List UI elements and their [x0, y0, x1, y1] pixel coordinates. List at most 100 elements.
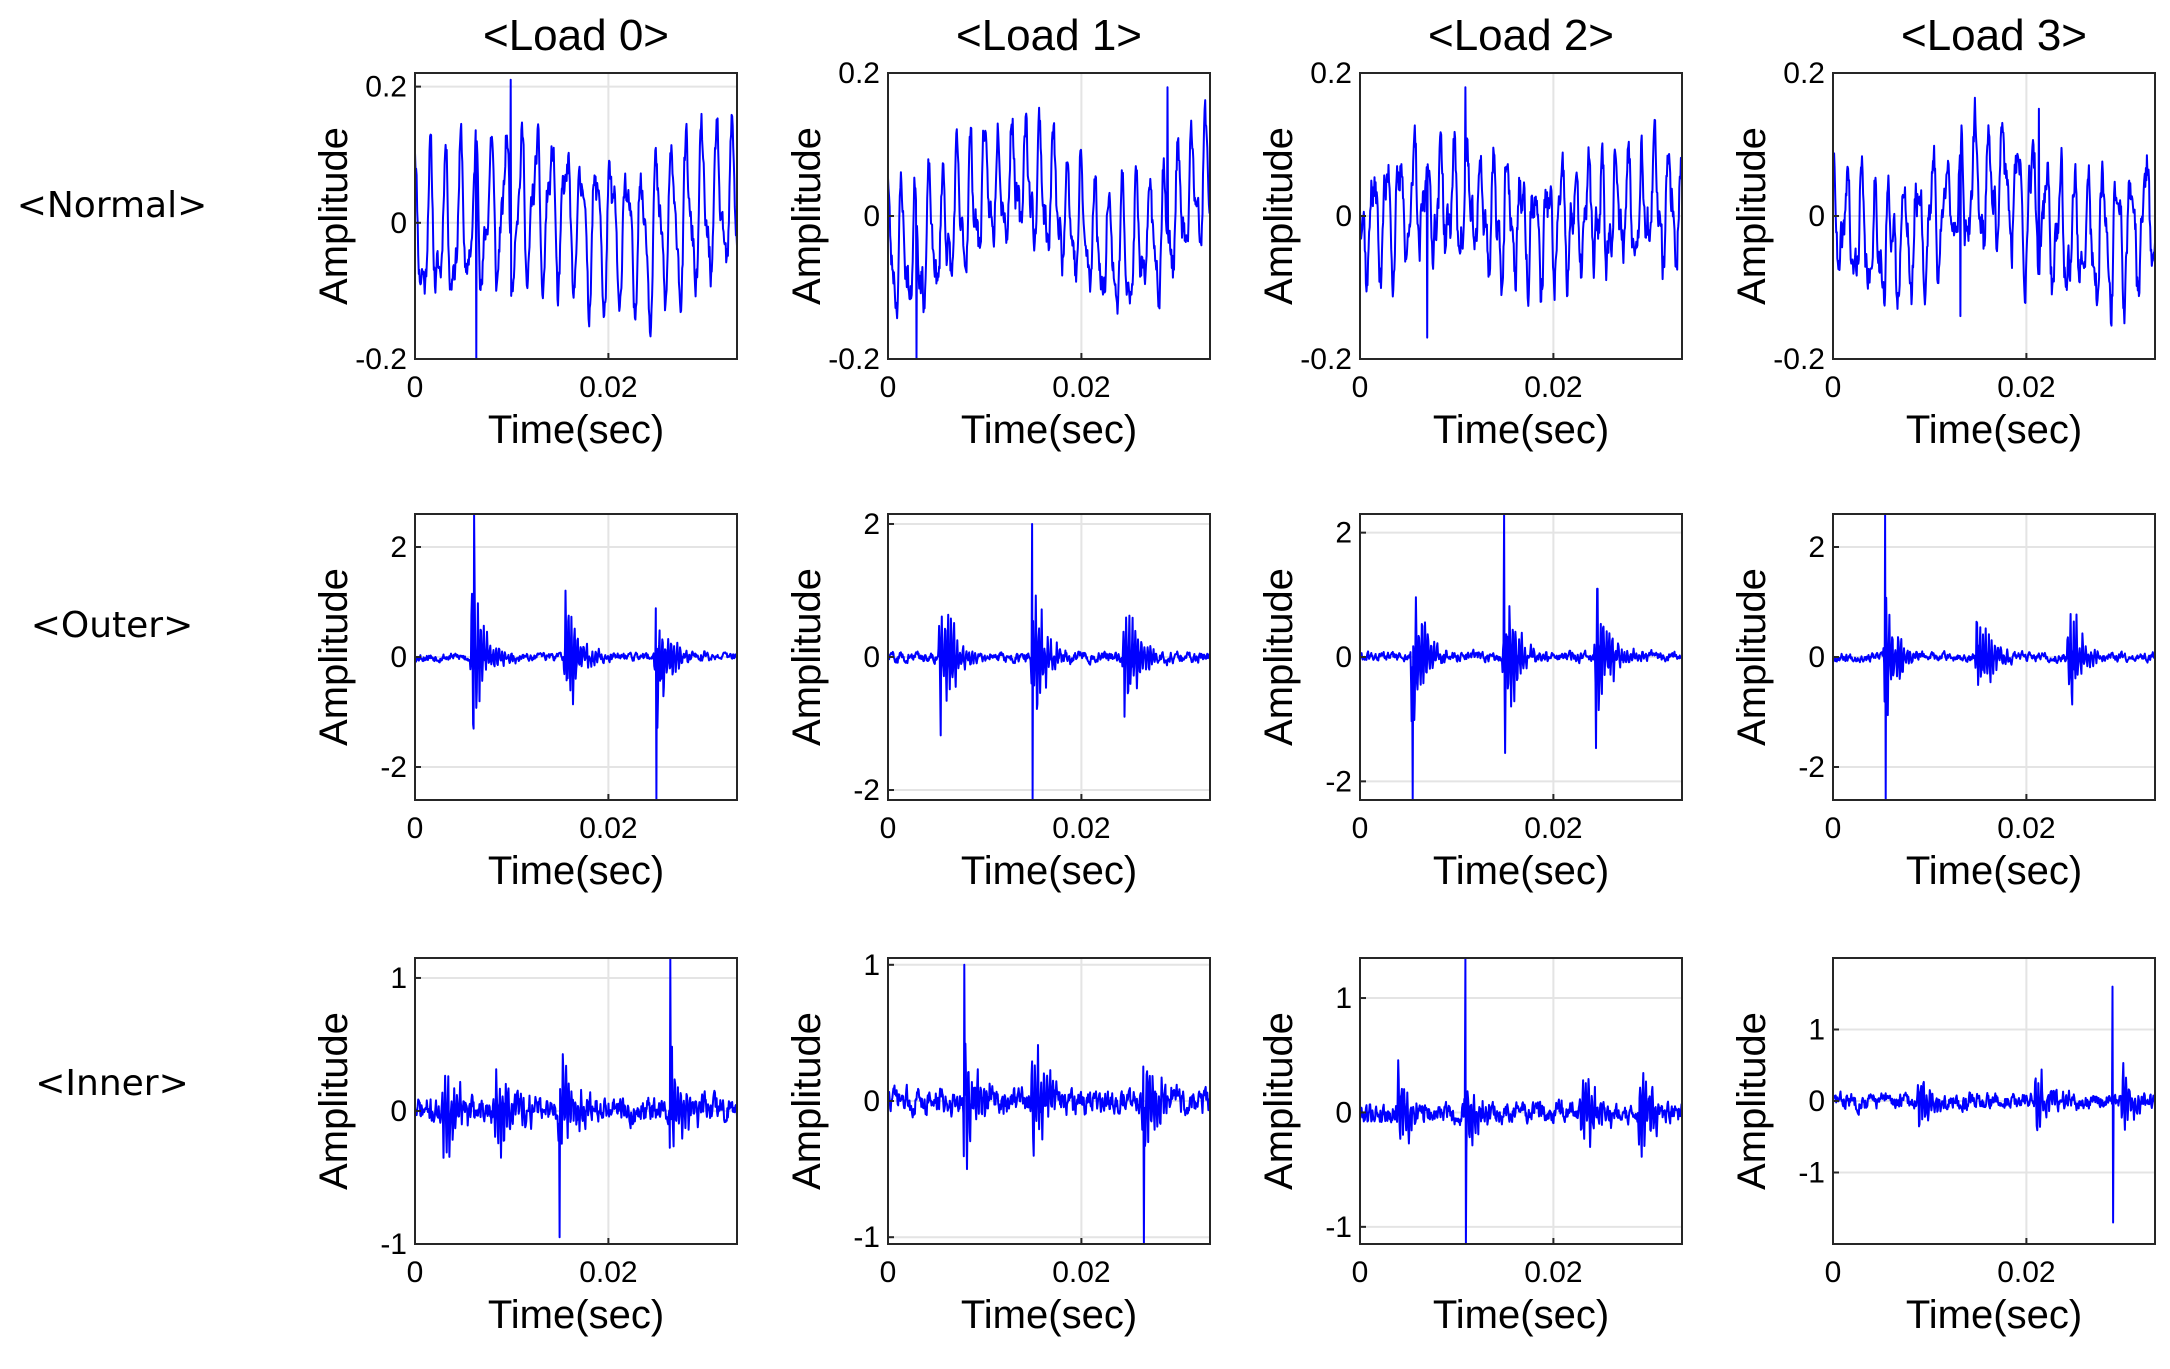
x-axis-label: Time(sec)	[961, 1293, 1137, 1337]
y-tick-label: 2	[390, 531, 407, 564]
y-tick-label: 0	[863, 200, 880, 233]
signal-trace	[414, 78, 738, 360]
x-tick-label: 0	[407, 371, 424, 404]
y-tick-label: -1	[853, 1221, 880, 1254]
x-tick-label: 0	[880, 812, 897, 845]
row-label-normal: <Normal>	[17, 185, 208, 226]
x-axis-label: Time(sec)	[1906, 849, 2082, 893]
x-tick-label: 0	[407, 812, 424, 845]
signal-trace	[414, 513, 738, 801]
row-label-outer: <Outer>	[31, 605, 194, 646]
y-tick-label: 0	[1335, 641, 1352, 674]
y-axis-label: Amplitude	[1730, 568, 1774, 746]
y-tick-label: 0	[1335, 200, 1352, 233]
x-tick-label: 0.02	[1997, 812, 2055, 845]
signal-trace	[1832, 513, 2156, 801]
x-tick-label: 0.02	[579, 371, 637, 404]
signal-trace	[1359, 957, 1683, 1245]
signal-trace	[1359, 513, 1683, 801]
x-axis-label: Time(sec)	[488, 1293, 664, 1337]
signal-trace	[887, 86, 1211, 360]
x-tick-label: 0	[1825, 371, 1842, 404]
y-axis-label: Amplitude	[1257, 127, 1301, 305]
x-axis-label: Time(sec)	[1433, 849, 1609, 893]
axes-frame	[414, 72, 738, 360]
y-tick-label: 0.2	[1310, 57, 1352, 90]
x-axis-label: Time(sec)	[1433, 1293, 1609, 1337]
y-tick-label: 2	[1335, 517, 1352, 550]
y-tick-label: 1	[1808, 1014, 1825, 1047]
signal-trace	[1832, 985, 2156, 1224]
y-tick-label: -0.2	[355, 343, 407, 376]
signal-trace	[414, 957, 738, 1239]
signal-trace	[1359, 86, 1683, 339]
y-axis-label: Amplitude	[1730, 127, 1774, 305]
x-tick-label: 0.02	[579, 1256, 637, 1289]
column-title-load-1: <Load 1>	[956, 11, 1142, 60]
y-axis-label: Amplitude	[1257, 1012, 1301, 1190]
y-tick-label: 0	[863, 1085, 880, 1118]
y-axis-label: Amplitude	[785, 568, 829, 746]
x-tick-label: 0	[1825, 1256, 1842, 1289]
x-axis-label: Time(sec)	[488, 408, 664, 452]
column-title-load-2: <Load 2>	[1428, 11, 1614, 60]
y-axis-label: Amplitude	[785, 1012, 829, 1190]
x-tick-label: 0.02	[1524, 371, 1582, 404]
y-tick-label: 0	[1335, 1096, 1352, 1129]
axes-frame	[414, 957, 738, 1245]
x-axis-label: Time(sec)	[961, 849, 1137, 893]
y-tick-label: 0	[390, 207, 407, 240]
x-tick-label: 0.02	[1524, 812, 1582, 845]
column-title-load-3: <Load 3>	[1901, 11, 2087, 60]
column-title-load-0: <Load 0>	[483, 11, 669, 60]
y-tick-label: -2	[1798, 751, 1825, 784]
y-tick-label: -0.2	[1773, 343, 1825, 376]
y-tick-label: -1	[1798, 1157, 1825, 1190]
y-tick-label: -1	[1325, 1211, 1352, 1244]
y-axis-label: Amplitude	[312, 568, 356, 746]
y-tick-label: 0	[390, 1095, 407, 1128]
y-tick-label: 1	[863, 949, 880, 982]
x-tick-label: 0	[1352, 371, 1369, 404]
x-axis-label: Time(sec)	[1906, 408, 2082, 452]
y-axis-label: Amplitude	[312, 1012, 356, 1190]
x-tick-label: 0.02	[1524, 1256, 1582, 1289]
y-tick-label: -2	[380, 751, 407, 784]
x-tick-label: 0.02	[579, 812, 637, 845]
y-tick-label: 1	[390, 962, 407, 995]
x-axis-label: Time(sec)	[1906, 1293, 2082, 1337]
x-axis-label: Time(sec)	[488, 849, 664, 893]
x-tick-label: 0	[407, 1256, 424, 1289]
y-axis-label: Amplitude	[312, 127, 356, 305]
x-axis-label: Time(sec)	[961, 408, 1137, 452]
y-axis-label: Amplitude	[1730, 1012, 1774, 1190]
y-tick-label: 0	[390, 641, 407, 674]
y-tick-label: 0.2	[838, 57, 880, 90]
x-axis-label: Time(sec)	[1433, 408, 1609, 452]
y-tick-label: -1	[380, 1228, 407, 1261]
panel-inner-load-3: 0 0.02 -1 0 1 Time(sec) Amplitude	[1730, 957, 2156, 1337]
y-tick-label: 0	[1808, 641, 1825, 674]
x-tick-label: 0	[1352, 812, 1369, 845]
signal-trace	[887, 963, 1211, 1245]
y-tick-label: 0	[1808, 200, 1825, 233]
signal-trace	[1832, 96, 2156, 327]
y-tick-label: 2	[863, 508, 880, 541]
y-axis-label: Amplitude	[1257, 568, 1301, 746]
row-label-inner: <Inner>	[35, 1063, 189, 1104]
y-tick-label: -0.2	[828, 343, 880, 376]
y-tick-label: 2	[1808, 531, 1825, 564]
y-axis-label: Amplitude	[785, 127, 829, 305]
y-tick-label: -0.2	[1300, 343, 1352, 376]
y-tick-label: 1	[1335, 982, 1352, 1015]
